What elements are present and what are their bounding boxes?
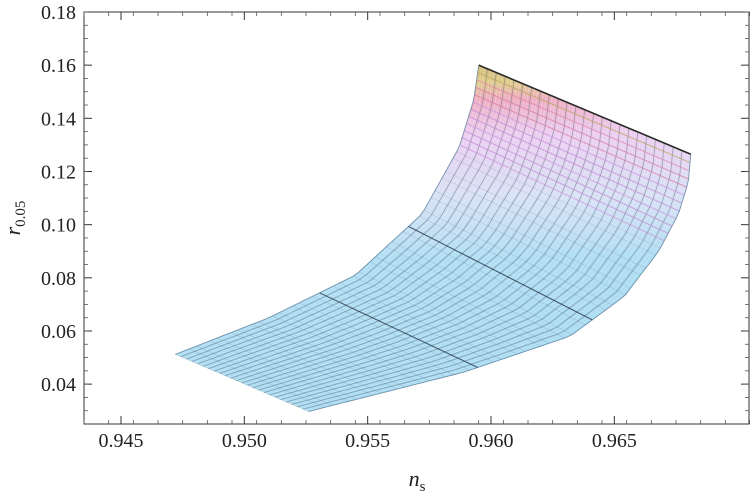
surface-top-band xyxy=(474,94,688,188)
x-axis-label: ns xyxy=(409,466,426,493)
surface-top-band xyxy=(468,115,680,212)
surface-layer xyxy=(175,64,692,412)
y-tick-label: 0.14 xyxy=(41,108,76,130)
y-tick-label: 0.10 xyxy=(41,215,76,237)
surface-top-band xyxy=(470,108,683,204)
surface-cross-line xyxy=(431,197,626,296)
surface-top-band xyxy=(476,79,690,172)
x-tick-label: 0.965 xyxy=(592,430,637,452)
surface-cross-line xyxy=(175,354,309,412)
x-tick-labels: 0.945 0.950 0.955 0.960 0.965 xyxy=(99,430,637,452)
surface-cross-line xyxy=(339,282,502,360)
surface-right-edge xyxy=(308,154,692,412)
surface-cross-line xyxy=(375,256,549,344)
surface-cross-line xyxy=(319,292,479,368)
surface-cross-line xyxy=(434,190,631,289)
surface-top-band xyxy=(463,130,673,227)
surface-cross-line xyxy=(312,295,471,371)
x-tick-label: 0.950 xyxy=(222,430,267,452)
y-tick-label: 0.08 xyxy=(41,268,76,290)
y-tick-label: 0.16 xyxy=(41,55,76,77)
surface-cross-line xyxy=(209,340,349,402)
surface-cross-line xyxy=(237,329,382,394)
surface-cross-line xyxy=(445,170,646,269)
y-axis-label: r0.05 xyxy=(0,201,29,236)
surface-cross-line xyxy=(456,151,661,249)
surface-cross-line xyxy=(258,321,406,388)
surface-top-band xyxy=(459,144,665,242)
surface-cross-line xyxy=(419,216,606,311)
y-tick-label: 0.18 xyxy=(41,2,76,24)
surface-cross-line xyxy=(189,348,325,408)
surface-cross-line xyxy=(196,345,333,406)
surface-cross-line xyxy=(402,231,586,326)
surface-cross-line xyxy=(352,276,518,355)
y-tick-label: 0.06 xyxy=(41,321,76,343)
surface-top-band xyxy=(472,101,685,196)
surface-cross-line xyxy=(216,337,358,400)
surface-cross-line xyxy=(423,210,613,306)
x-tick-label: 0.945 xyxy=(99,430,144,452)
y-tick-label: 0.04 xyxy=(41,374,76,396)
surface-cross-line xyxy=(452,157,656,256)
surface-top-band xyxy=(466,122,677,220)
y-tick-labels: 0.04 0.06 0.08 0.10 0.12 0.14 0.16 0.18 xyxy=(41,2,76,396)
surface-cross-line xyxy=(369,261,542,347)
surface-cross-line xyxy=(441,177,641,276)
plot-border xyxy=(83,11,750,425)
surface-cross-line xyxy=(386,246,565,339)
surface-top-band xyxy=(475,86,689,180)
surface-cross-line xyxy=(408,225,593,321)
tick-marks xyxy=(83,11,750,424)
surface-cross-line xyxy=(332,285,494,363)
surface-cross-line xyxy=(251,324,398,390)
surface-top-edge xyxy=(478,64,692,155)
surface-top-band xyxy=(461,137,669,234)
plot-frame xyxy=(83,11,750,425)
y-tick-label: 0.12 xyxy=(41,161,76,183)
surface-cross-line xyxy=(299,302,455,375)
x-tick-label: 0.955 xyxy=(345,430,390,452)
surface-cross-line xyxy=(230,332,374,396)
x-tick-label: 0.960 xyxy=(469,430,514,452)
surface-cross-line xyxy=(279,312,430,382)
surface-left-edge xyxy=(175,65,480,355)
surface-cross-line xyxy=(272,315,422,384)
surface-cross-line xyxy=(358,271,526,352)
surface-cross-line xyxy=(292,305,446,378)
surface-cross-line xyxy=(391,241,573,335)
surface-top-band xyxy=(477,72,691,164)
